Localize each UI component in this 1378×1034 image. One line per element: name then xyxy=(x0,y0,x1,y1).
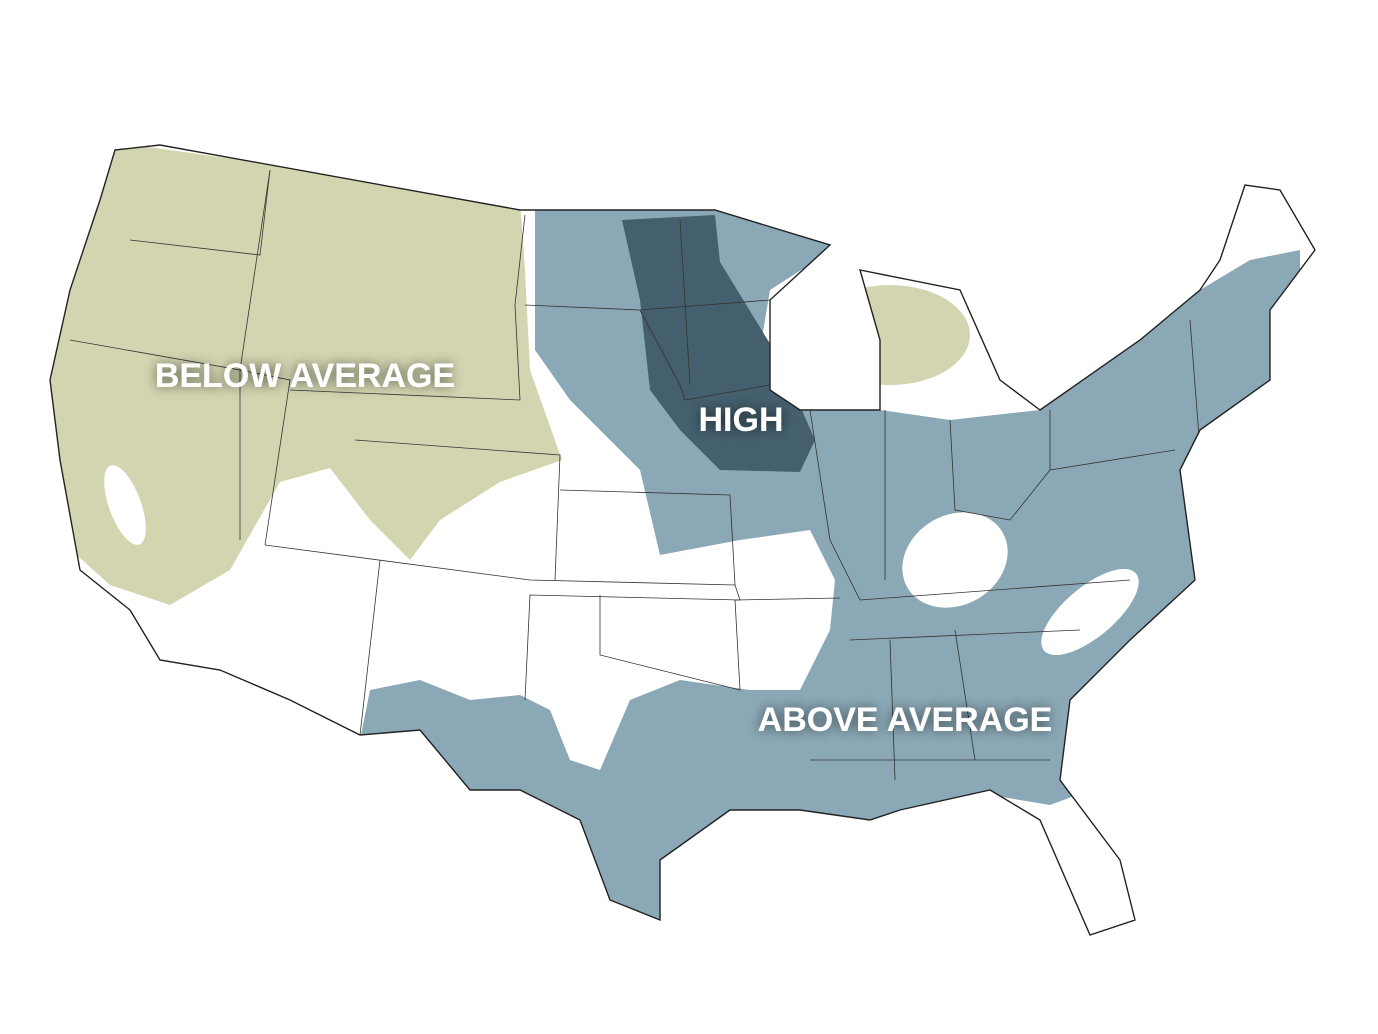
us-outline xyxy=(49,144,1316,936)
state-borders xyxy=(69,169,1201,781)
below-average-hole xyxy=(104,465,146,545)
below-average-area xyxy=(50,145,562,605)
high-area xyxy=(622,215,815,472)
kentucky-normal-hole xyxy=(902,512,1008,608)
carolina-normal-hole xyxy=(1041,568,1139,656)
above-average-label: ABOVE AVERAGE xyxy=(758,701,1053,739)
below-average-label: BELOW AVERAGE xyxy=(155,357,455,395)
michigan-below-area xyxy=(810,285,970,385)
high-label: HIGH xyxy=(699,401,784,439)
